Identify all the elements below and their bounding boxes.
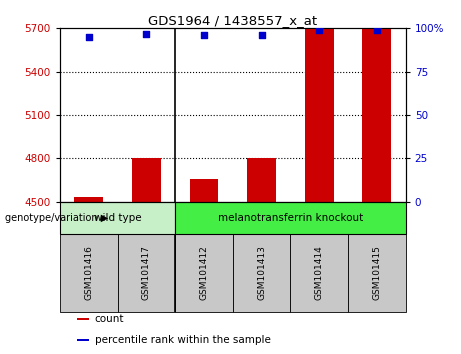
Text: GSM101416: GSM101416 [84,245,93,300]
Text: wild type: wild type [94,213,142,223]
Text: GSM101417: GSM101417 [142,245,151,300]
Bar [175,202,406,234]
Bar [189,179,219,202]
Bar [77,339,89,341]
Point [85,34,92,40]
Point [373,27,381,33]
Bar [362,28,391,202]
Text: GSM101415: GSM101415 [372,245,381,300]
Point [315,27,323,33]
Bar [290,234,348,312]
Bar [60,234,118,312]
Point [258,33,266,38]
Text: count: count [95,314,124,324]
Bar [348,234,406,312]
Bar [77,318,89,320]
Text: melanotransferrin knockout: melanotransferrin knockout [218,213,363,223]
Bar [132,159,161,202]
Bar [175,234,233,312]
Point [142,31,150,36]
Text: genotype/variation ▶: genotype/variation ▶ [5,213,108,223]
Bar [247,159,276,202]
Text: GSM101412: GSM101412 [200,245,208,300]
Text: GSM101413: GSM101413 [257,245,266,300]
Title: GDS1964 / 1438557_x_at: GDS1964 / 1438557_x_at [148,14,317,27]
Point [200,33,207,38]
Text: GSM101414: GSM101414 [315,245,324,300]
Bar [74,198,103,202]
Bar [233,234,290,312]
Text: percentile rank within the sample: percentile rank within the sample [95,335,271,345]
Bar [60,202,175,234]
Bar [305,28,334,202]
Bar [118,234,175,312]
